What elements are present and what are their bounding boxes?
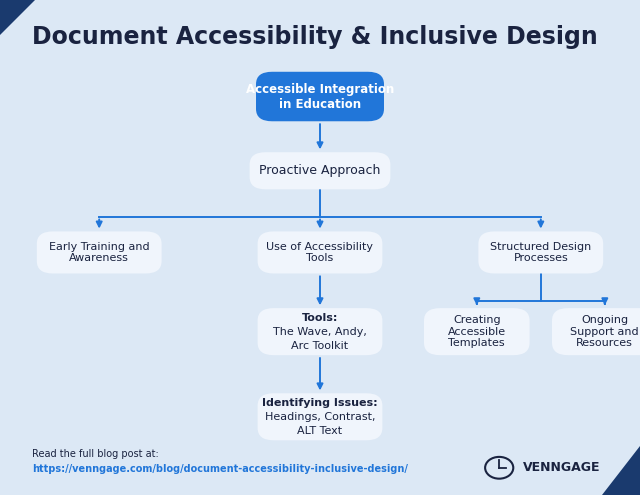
FancyBboxPatch shape — [257, 308, 383, 355]
Text: ALT Text: ALT Text — [298, 426, 342, 436]
FancyBboxPatch shape — [479, 232, 603, 273]
Text: The Wave, Andy,: The Wave, Andy, — [273, 327, 367, 337]
Text: Headings, Contrast,: Headings, Contrast, — [265, 412, 375, 422]
FancyBboxPatch shape — [257, 393, 383, 441]
Text: Use of Accessibility
Tools: Use of Accessibility Tools — [266, 242, 374, 263]
FancyBboxPatch shape — [424, 308, 530, 355]
Text: Accessible Integration
in Education: Accessible Integration in Education — [246, 83, 394, 110]
Text: Arc Toolkit: Arc Toolkit — [291, 341, 349, 350]
FancyBboxPatch shape — [250, 152, 390, 189]
Text: Tools:: Tools: — [302, 313, 338, 323]
Text: Early Training and
Awareness: Early Training and Awareness — [49, 242, 150, 263]
Text: Creating
Accessible
Templates: Creating Accessible Templates — [448, 315, 506, 348]
Text: Identifying Issues:: Identifying Issues: — [262, 398, 378, 408]
Polygon shape — [602, 446, 640, 495]
Text: VENNGAGE: VENNGAGE — [523, 461, 600, 474]
Text: Ongoing
Support and
Resources: Ongoing Support and Resources — [570, 315, 639, 348]
Text: Document Accessibility & Inclusive Design: Document Accessibility & Inclusive Desig… — [32, 25, 598, 49]
Text: Structured Design
Processes: Structured Design Processes — [490, 242, 591, 263]
Text: Read the full blog post at:: Read the full blog post at: — [32, 449, 159, 459]
FancyBboxPatch shape — [256, 72, 384, 121]
FancyBboxPatch shape — [552, 308, 640, 355]
Text: https://venngage.com/blog/document-accessibility-inclusive-design/: https://venngage.com/blog/document-acces… — [32, 464, 408, 474]
Polygon shape — [0, 0, 35, 35]
FancyBboxPatch shape — [36, 232, 161, 273]
Text: Proactive Approach: Proactive Approach — [259, 164, 381, 177]
FancyBboxPatch shape — [257, 232, 383, 273]
